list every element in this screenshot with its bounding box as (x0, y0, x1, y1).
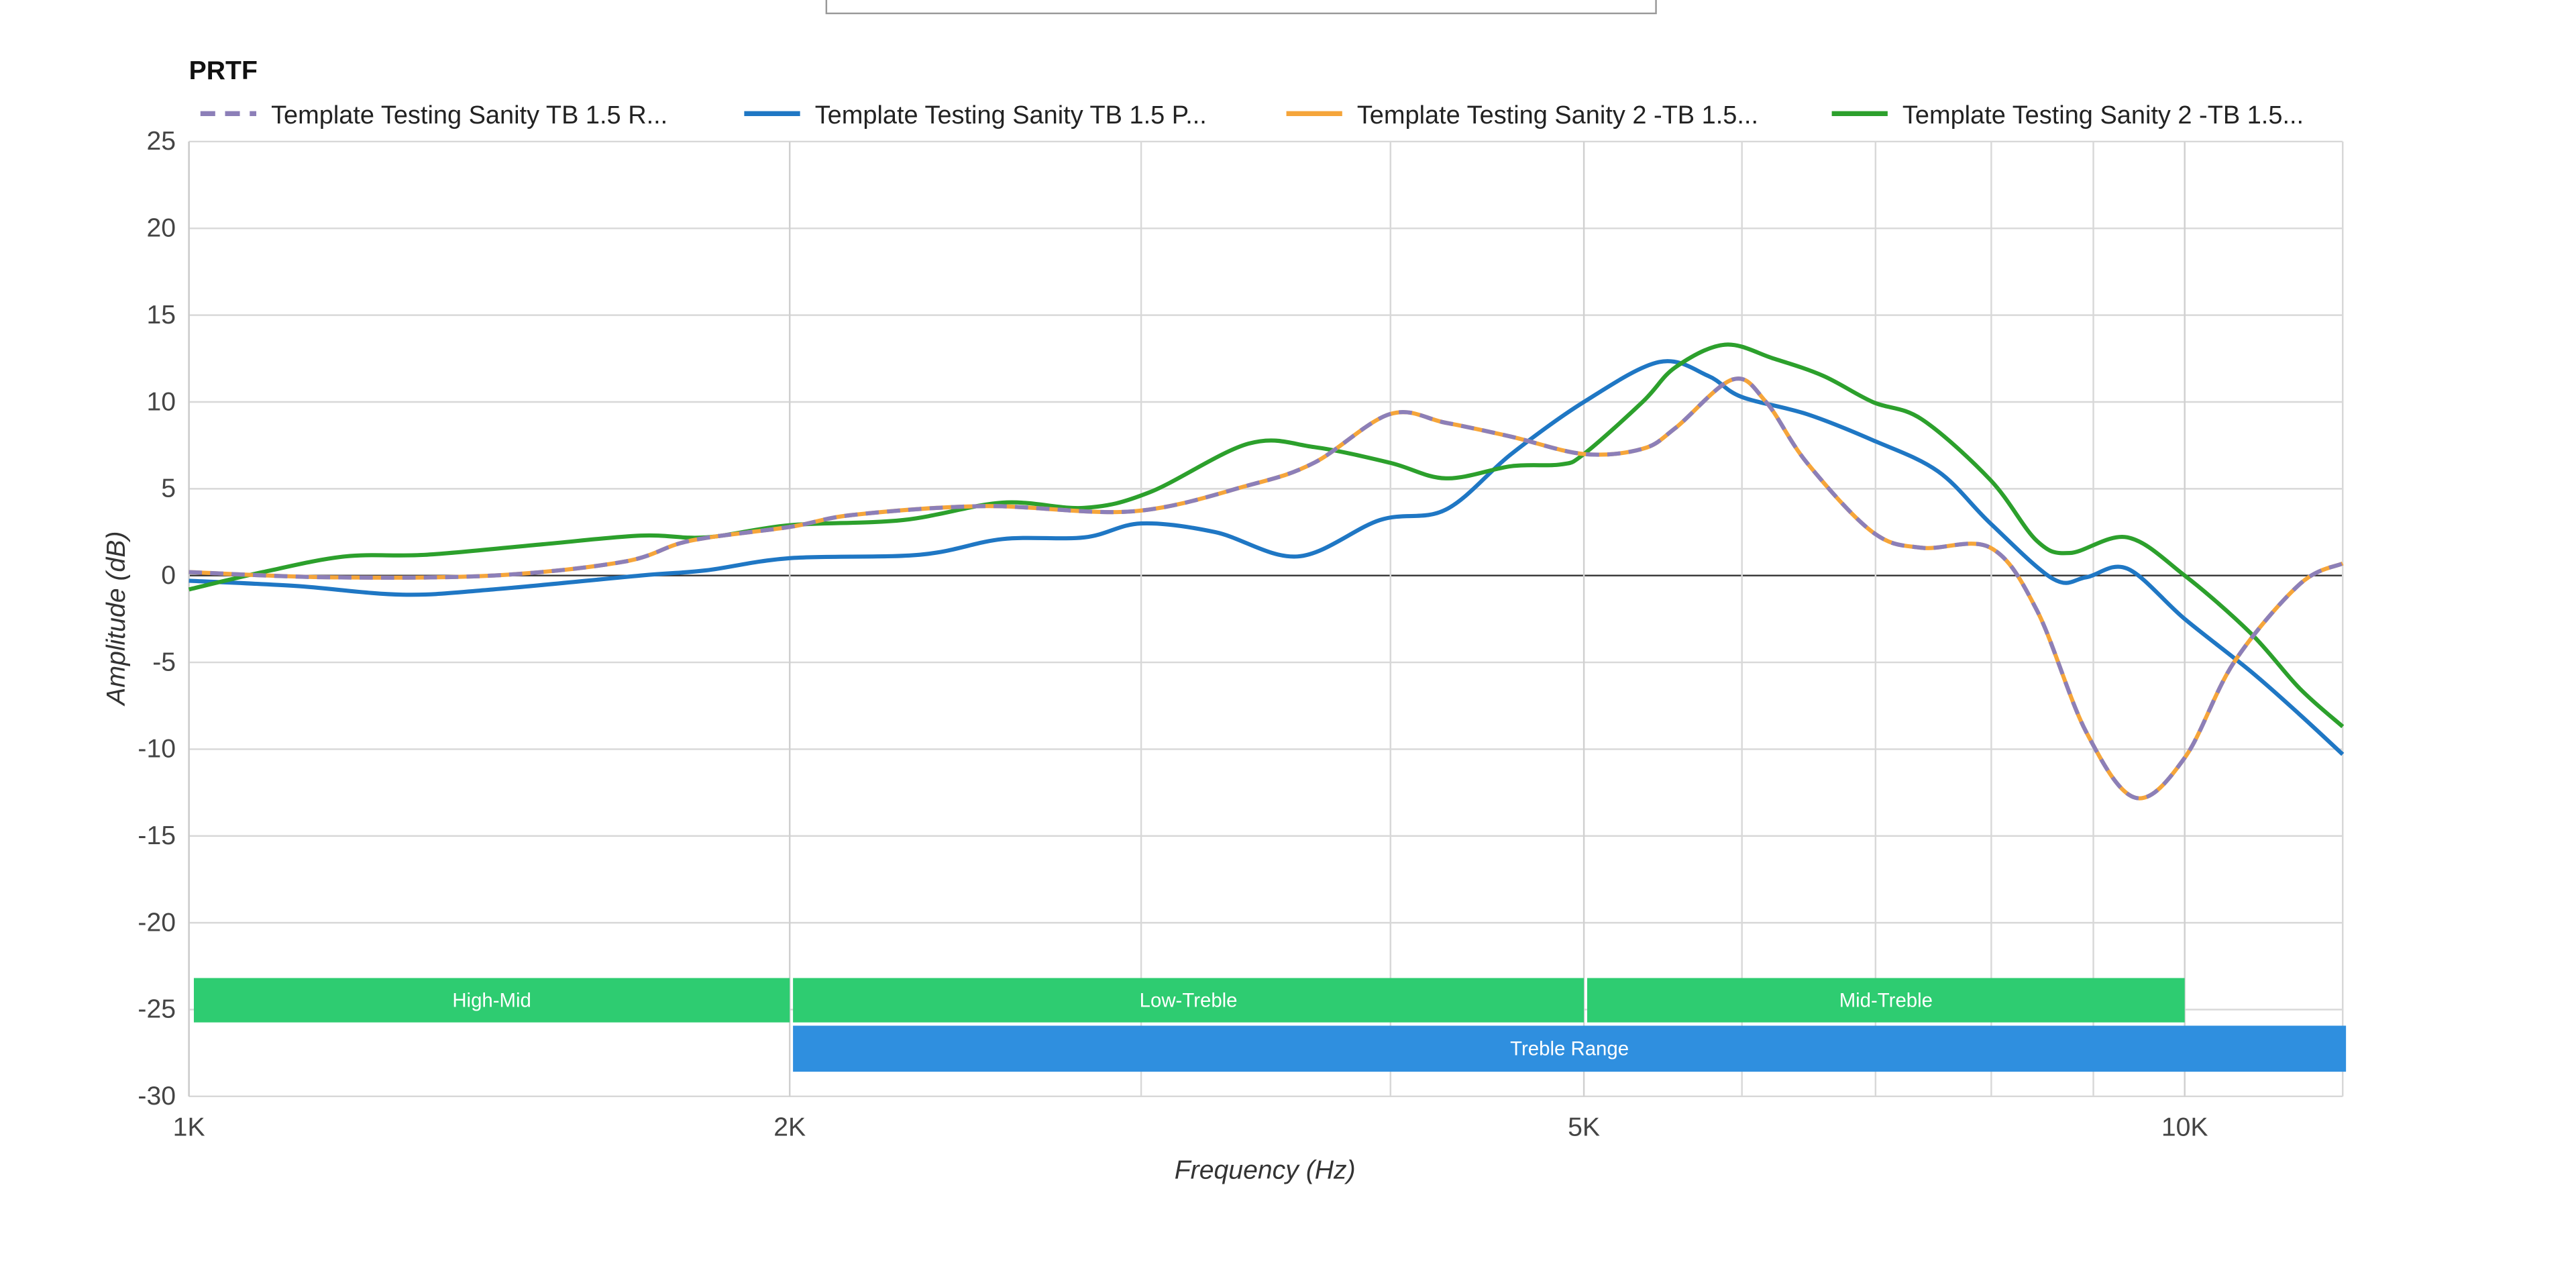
y-axis-label: Amplitude (dB) (102, 531, 131, 707)
band-label: Treble Range (1510, 1038, 1629, 1060)
series-lines (188, 342, 2345, 801)
y-tick-label: 20 (146, 214, 176, 243)
legend-item-1[interactable]: Template Testing Sanity TB 1.5 R... (200, 101, 667, 130)
band-low-treble (793, 978, 1585, 1023)
series-line-4 (188, 342, 2345, 729)
band-label: Mid-Treble (1839, 989, 1933, 1011)
band-high-mid (193, 978, 790, 1023)
legend-item-3[interactable]: Template Testing Sanity 2 -TB 1.5... (1286, 101, 1758, 130)
band-mid-treble (1587, 978, 2185, 1023)
y-tick-label: -30 (138, 1082, 176, 1111)
x-tick-label: 1K (173, 1113, 205, 1142)
legend-label: Template Testing Sanity 2 -TB 1.5... (1902, 101, 2304, 130)
series-line-1 (189, 376, 2344, 801)
y-tick-label: 5 (161, 474, 176, 503)
y-tick-label: -20 (138, 908, 176, 937)
series-line-2 (189, 359, 2345, 756)
legend-item-2[interactable]: Template Testing Sanity TB 1.5 P... (744, 101, 1207, 130)
y-tick-label: -25 (138, 995, 176, 1024)
chart-title: PRTF (189, 56, 258, 85)
legend-label: Template Testing Sanity TB 1.5 R... (271, 101, 667, 130)
y-tick-label: -15 (138, 821, 176, 850)
y-tick-label: 10 (146, 387, 176, 416)
legend-item-4[interactable]: Template Testing Sanity 2 -TB 1.5... (1831, 101, 2304, 130)
y-tick-label: -10 (138, 735, 176, 764)
x-tick-label: 5K (1568, 1113, 1600, 1142)
band-label: Low-Treble (1140, 989, 1238, 1011)
frequency-bands: High-Mid Low-Treble Mid-Treble Treble Range (193, 978, 2347, 1072)
x-tick-label: 10K (2161, 1113, 2208, 1142)
y-tick-label: 0 (161, 561, 176, 590)
x-tick-label: 2K (773, 1113, 806, 1142)
band-label: High-Mid (452, 989, 531, 1011)
y-tick-label: 25 (146, 127, 176, 156)
x-axis-label: Frequency (Hz) (1175, 1156, 1356, 1184)
band-treble-range (793, 1025, 2347, 1072)
legend: Template Testing Sanity TB 1.5 R... Templ… (200, 101, 2304, 130)
top-search-box[interactable] (825, 0, 1657, 15)
grid (188, 140, 2344, 1098)
y-tick-label: 15 (146, 301, 176, 329)
legend-label: Template Testing Sanity 2 -TB 1.5... (1357, 101, 1758, 130)
y-tick-label: -5 (152, 648, 176, 676)
legend-label: Template Testing Sanity TB 1.5 P... (815, 101, 1207, 130)
